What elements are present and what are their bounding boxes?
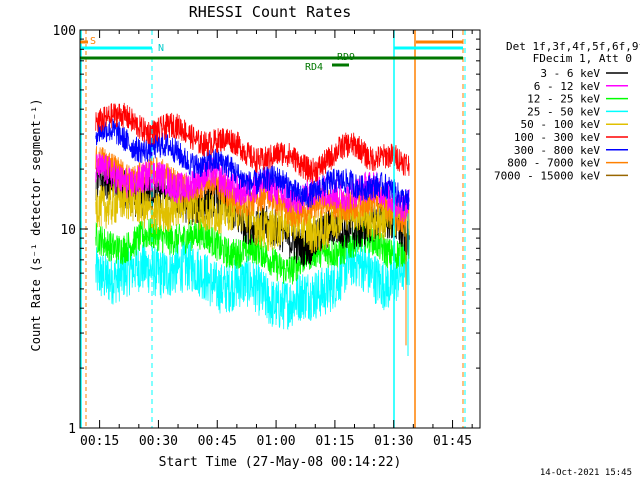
x-tick-label: 01:15 xyxy=(315,434,354,449)
x-tick-label: 01:45 xyxy=(433,434,472,449)
series-line xyxy=(95,118,410,212)
series-line xyxy=(95,237,410,331)
footer-timestamp: 14-Oct-2021 15:45 xyxy=(540,468,632,478)
legend-header: FDecim 1, Att 0 xyxy=(533,52,632,65)
legend-label: 12 - 25 keV xyxy=(527,93,600,106)
annot-s: S xyxy=(90,36,96,47)
y-tick-label: 1 xyxy=(68,422,76,437)
legend-label: 3 - 6 keV xyxy=(540,67,600,80)
axes: 00:15 00:30 00:45 01:00 01:15 01:30 01:45 1 10 10… xyxy=(53,24,480,449)
legend-label: 300 - 800 keV xyxy=(514,144,600,157)
annot-rd4: RD4 xyxy=(305,62,323,73)
series-line xyxy=(95,160,410,267)
annot-n: N xyxy=(158,43,164,54)
legend: Det 1f,3f,4f,5f,6f,9f,FDecim 1, Att 0 3 -… xyxy=(494,40,640,182)
x-tick-label: 00:15 xyxy=(80,434,119,449)
legend-label: 800 - 7000 keV xyxy=(507,157,600,170)
legend-label: 7000 - 15000 keV xyxy=(494,169,600,182)
x-axis-label: Start Time (27-May-08 00:14:22) xyxy=(159,455,402,470)
annot-rd9: RD9 xyxy=(337,52,355,63)
x-tick-label: 00:45 xyxy=(198,434,237,449)
x-tick-label: 00:30 xyxy=(139,434,178,449)
legend-label: 6 - 12 keV xyxy=(534,80,601,93)
legend-header: Det 1f,3f,4f,5f,6f,9f, xyxy=(506,40,640,53)
chart-title: RHESSI Count Rates xyxy=(189,3,352,21)
y-tick-label: 10 xyxy=(60,223,76,238)
series-line xyxy=(95,102,410,184)
overlay-markers: S N RD4 RD9 xyxy=(80,30,466,428)
legend-label: 50 - 100 keV xyxy=(521,118,601,131)
x-tick-label: 01:00 xyxy=(257,434,296,449)
legend-label: 100 - 300 keV xyxy=(514,131,600,144)
legend-label: 25 - 50 keV xyxy=(527,105,600,118)
x-tick-label: 01:30 xyxy=(374,434,413,449)
data-traces xyxy=(95,102,410,357)
y-axis-label: Count Rate (s⁻¹ detector segment⁻¹) xyxy=(29,99,43,352)
y-tick-label: 100 xyxy=(53,24,76,39)
